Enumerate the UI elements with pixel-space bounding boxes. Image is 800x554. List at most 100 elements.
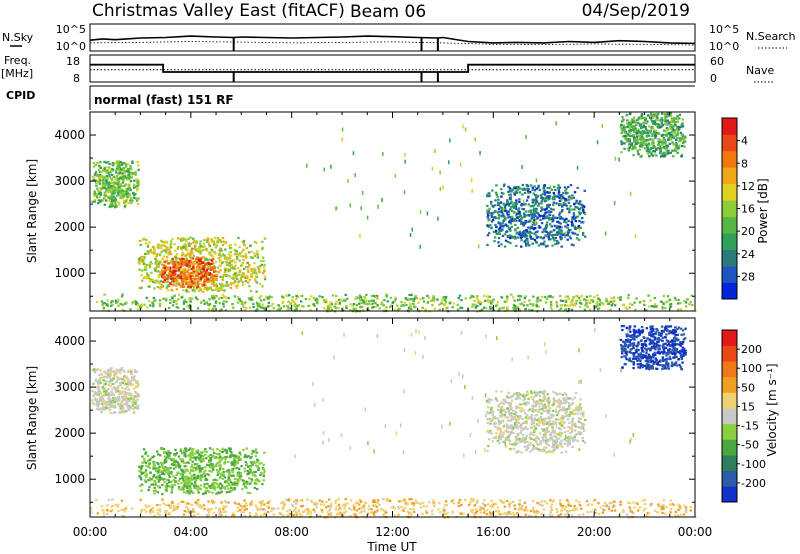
scatter-cell — [565, 187, 568, 190]
scatter-cell — [525, 244, 528, 247]
scatter-cell — [115, 171, 118, 174]
scatter-cell — [513, 201, 515, 206]
scatter-cell — [181, 458, 185, 461]
scatter-cell — [171, 238, 174, 241]
scatter-cell — [123, 162, 127, 165]
scatter-cell — [523, 239, 527, 242]
scatter-cell — [134, 399, 137, 402]
scatter-cell — [151, 245, 155, 248]
scatter-cell — [231, 483, 234, 486]
scatter-cell — [488, 232, 491, 235]
scatter-cell — [563, 409, 567, 412]
scatter-cell — [534, 201, 537, 204]
scatter-cell — [219, 239, 222, 242]
scatter-cell — [151, 278, 155, 281]
scatter-cell — [488, 211, 491, 214]
scatter-cell — [240, 273, 244, 276]
scatter-cell — [576, 233, 579, 236]
scatter-cell — [188, 307, 191, 310]
scatter-cell — [393, 308, 397, 311]
scatter-cell — [507, 225, 510, 230]
scatter-cell — [566, 226, 569, 230]
scatter-cell — [155, 266, 158, 269]
scatter-cell — [567, 196, 571, 199]
scatter-cell — [117, 185, 120, 188]
scatter-cell — [662, 295, 666, 298]
scatter-cell — [179, 237, 182, 241]
scatter-cell — [555, 121, 557, 126]
scatter-cell — [499, 224, 502, 227]
scatter-cell — [219, 247, 222, 250]
scatter-cell — [572, 296, 575, 299]
scatter-cell — [118, 382, 122, 385]
scatter-cell — [193, 270, 196, 273]
scatter-cell — [232, 259, 235, 262]
scatter-cell — [211, 274, 214, 277]
scatter-cell — [115, 368, 118, 371]
scatter-cell — [163, 279, 166, 282]
scatter-cell — [504, 204, 507, 207]
scatter-cell — [487, 210, 490, 213]
scatter-cell — [165, 274, 169, 277]
scatter-cell — [270, 304, 273, 307]
scatter-cell — [219, 256, 222, 259]
scatter-cell — [533, 185, 536, 188]
scatter-cell — [228, 449, 232, 452]
scatter-cell — [127, 173, 131, 176]
scatter-cell — [673, 130, 676, 134]
scatter-cell — [502, 218, 506, 221]
scatter-cell — [518, 295, 522, 298]
scatter-cell — [262, 475, 265, 478]
scatter-cell — [471, 303, 475, 306]
scatter-cell — [532, 207, 536, 210]
scatter-cell — [622, 126, 625, 129]
scatter-cell — [160, 275, 164, 278]
scatter-cell — [166, 289, 170, 292]
scatter-cell — [197, 272, 201, 275]
scatter-cell — [126, 163, 130, 166]
scatter-cell — [151, 251, 154, 254]
scatter-cell — [671, 141, 674, 144]
scatter-cell — [122, 166, 125, 169]
scatter-cell — [215, 275, 218, 278]
scatter-cell — [542, 187, 545, 190]
scatter-cell — [627, 122, 630, 126]
scatter-cell — [579, 206, 583, 209]
scatter-cell — [203, 485, 206, 489]
scatter-cell — [178, 277, 182, 280]
scatter-cell — [663, 151, 666, 154]
scatter-cell — [116, 378, 120, 382]
scatter-cell — [209, 286, 212, 289]
scatter-cell — [513, 306, 516, 309]
scatter-cell — [654, 113, 657, 116]
scatter-cell — [514, 305, 517, 308]
scatter-cell — [239, 277, 243, 280]
scatter-cell — [413, 297, 416, 301]
scatter-cell — [645, 139, 648, 142]
scatter-cell — [184, 254, 188, 257]
scatter-cell — [154, 257, 157, 261]
scatter-cell — [122, 169, 125, 172]
scatter-cell — [169, 275, 173, 278]
scatter-cell — [127, 380, 131, 383]
scatter-cell — [611, 301, 615, 304]
scatter-cell — [222, 473, 226, 476]
scatter-cell — [487, 214, 490, 217]
scatter-cell — [677, 125, 680, 129]
scatter-cell — [192, 261, 195, 264]
scatter-cell — [187, 275, 190, 278]
scatter-cell — [519, 236, 522, 239]
scatter-cell — [189, 455, 192, 458]
scatter-cell — [531, 188, 534, 191]
scatter-cell — [238, 269, 242, 272]
scatter-cell — [253, 252, 256, 255]
scatter-cell — [217, 484, 220, 487]
scatter-cell — [140, 255, 143, 258]
scatter-cell — [486, 243, 489, 247]
scatter-cell — [497, 237, 501, 240]
scatter-cell — [164, 265, 167, 268]
scatter-cell — [645, 143, 648, 146]
scatter-cell — [543, 212, 547, 215]
scatter-cell — [140, 489, 143, 492]
scatter-cell — [662, 302, 665, 305]
